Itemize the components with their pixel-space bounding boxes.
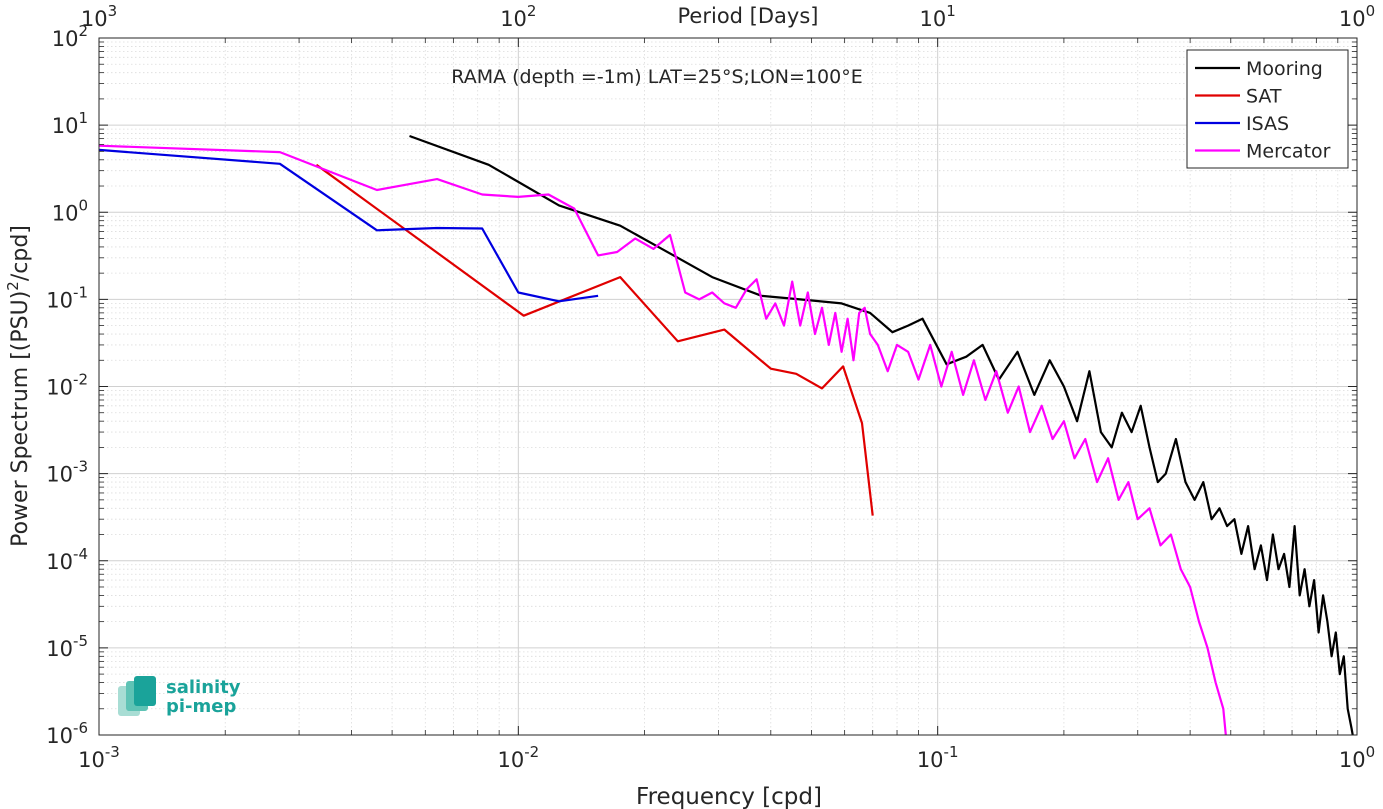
- top-tick-label: 100: [1339, 2, 1375, 31]
- chart-title: RAMA (depth =-1m) LAT=25°S;LON=100°E: [451, 66, 862, 88]
- legend-box: [1186, 49, 1349, 169]
- y-axis-label-superscript: 2: [4, 281, 22, 291]
- series-line-isas: [99, 148, 599, 303]
- y-tick-label: 10-6: [46, 719, 88, 748]
- logo-text-line2: pi-mep: [166, 696, 236, 717]
- legend-label-mooring: Mooring: [1246, 58, 1323, 80]
- y-tick-label: 10-4: [46, 545, 88, 574]
- legend-label-sat: SAT: [1246, 86, 1282, 108]
- y-axis-label-main: Power Spectrum [(PSU): [8, 291, 33, 547]
- series-layer: [99, 134, 1354, 735]
- series-line-mooring: [409, 134, 1354, 735]
- legend-items: Mooring SAT ISAS Mercator: [1195, 58, 1331, 163]
- y-axis-label: Power Spectrum [(PSU)2/cpd]: [4, 225, 33, 547]
- top-tick-label: 102: [500, 2, 536, 31]
- series-line-sat: [315, 163, 874, 516]
- salinity-pi-mep-logo: salinity pi-mep: [118, 676, 241, 717]
- y-tick-label: 101: [52, 109, 88, 138]
- top-tick-label: 101: [920, 2, 956, 31]
- tick-marks: [98, 37, 1358, 736]
- legend: Mooring SAT ISAS Mercator: [1186, 49, 1349, 169]
- y-axis-label-tail: /cpd]: [8, 225, 33, 281]
- y-tick-label: 10-2: [46, 371, 88, 400]
- x-tick-label: 10-1: [917, 743, 959, 772]
- y-tick-label: 10-5: [46, 632, 88, 661]
- y-tick-label: 100: [52, 196, 88, 225]
- logo-text-line1: salinity: [166, 677, 241, 698]
- x-tick-label: 10-3: [78, 743, 120, 772]
- y-tick-label: 10-3: [46, 458, 88, 487]
- logo-layer-1: [134, 676, 156, 706]
- x-axis-label: Frequency [cpd]: [636, 784, 822, 809]
- x-tick-label: 100: [1339, 743, 1375, 772]
- top-tick-label: 103: [81, 2, 117, 31]
- y-tick-label: 10-1: [46, 283, 88, 312]
- series-line-mercator: [99, 144, 1227, 735]
- top-axis-label: Period [Days]: [678, 4, 819, 28]
- x-tick-label: 10-2: [497, 743, 539, 772]
- y-tick-label: 102: [52, 22, 88, 51]
- legend-label-mercator: Mercator: [1246, 141, 1331, 163]
- legend-label-isas: ISAS: [1246, 113, 1289, 135]
